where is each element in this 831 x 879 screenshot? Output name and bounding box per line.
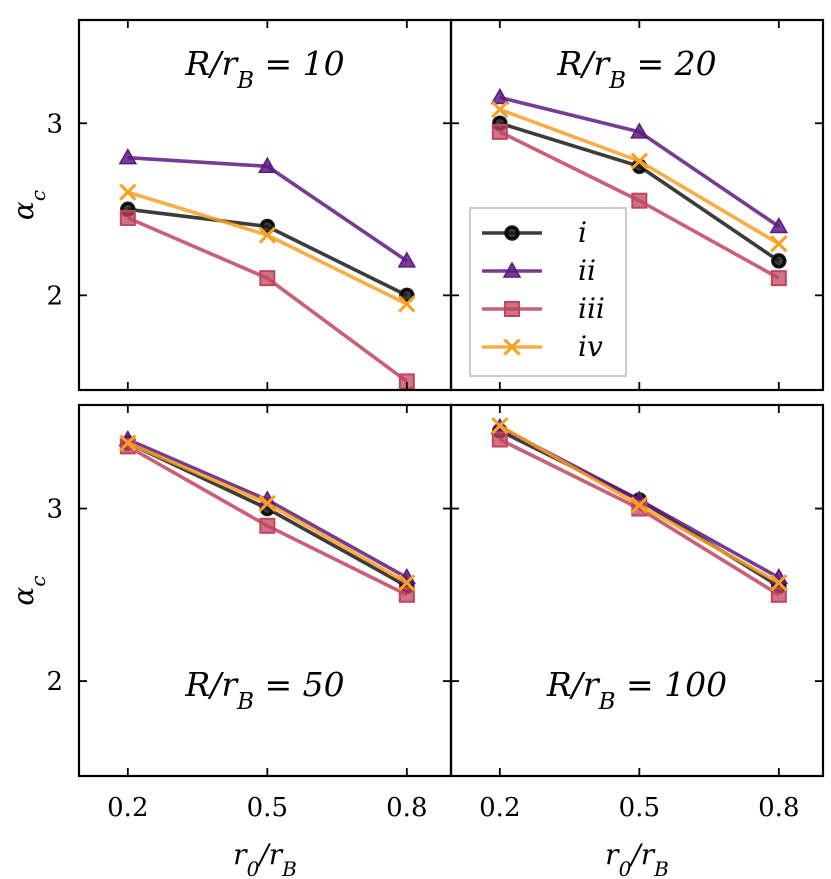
point-iv-1 (258, 494, 276, 512)
point-iv-2 (398, 295, 416, 313)
x-tick-label: 0.2 (479, 793, 520, 823)
panel-title: R/rB = 20 (556, 44, 716, 94)
point-ii-2 (769, 216, 789, 234)
point-i-1-ring (261, 220, 274, 233)
y-axis-label: αc (7, 190, 50, 220)
point-iv-2 (770, 574, 788, 592)
point-iv-0 (491, 100, 509, 119)
legend-marker-iv (503, 338, 521, 356)
y-tick-label: 3 (46, 495, 63, 525)
point-iv-0 (491, 417, 509, 435)
point-iv-1 (630, 496, 648, 514)
point-iii-2 (398, 586, 415, 603)
x-tick-label: 0.5 (247, 793, 288, 823)
point-iii-1 (259, 270, 276, 287)
panel-3: R/rB = 50 2 3 αc 0.2 0.5 0.8 r0/rB (7, 403, 453, 879)
point-ii-2 (397, 251, 417, 268)
point-ii-1 (258, 156, 277, 174)
legend-label-i: i (578, 216, 587, 249)
y-tick-label: 2 (46, 281, 63, 311)
panel-title: R/rB = 50 (184, 665, 344, 715)
point-ii-0 (118, 148, 138, 165)
point-iii-2 (770, 586, 787, 603)
panel-4: R/rB = 100 0.2 0.5 0.8 r0/rB (449, 403, 825, 879)
legend-marker-iii (504, 301, 520, 317)
point-iii-0 (119, 209, 136, 226)
panel-frame (449, 18, 825, 392)
legend-label-iv: iv (578, 330, 603, 363)
point-ii-0 (490, 87, 510, 105)
point-iii-0 (491, 431, 508, 448)
panel-title: R/rB = 10 (184, 44, 344, 94)
panel-1: R/rB = 10 2 3 αc (7, 18, 453, 392)
panel-1-series (118, 148, 417, 390)
series-line-ii (127, 155, 408, 263)
series-line-iii (499, 437, 780, 597)
point-iii-1 (259, 517, 276, 534)
point-iv-0 (119, 434, 137, 452)
point-iv-0 (119, 183, 137, 201)
panel-4-series (490, 417, 789, 603)
y-axis-label: αc (7, 575, 50, 605)
legend-label-iii: iii (578, 292, 605, 325)
x-axis-label: r0/rB (605, 838, 669, 879)
point-i-2-ring (772, 254, 785, 267)
point-iv-1 (258, 226, 276, 244)
panel-title: R/rB = 100 (546, 665, 727, 715)
legend-label-ii: ii (578, 254, 596, 287)
point-iii-0 (491, 123, 508, 140)
legend-marker-ii (502, 261, 522, 278)
point-iv-2 (770, 235, 788, 253)
series-line-iii (127, 216, 408, 383)
point-iv-2 (398, 574, 416, 592)
x-axis-label: r0/rB (233, 838, 297, 879)
x-tick-label: 0.8 (386, 793, 427, 823)
panel-2: R/rB = 20 (449, 18, 825, 392)
y-tick-label: 3 (46, 109, 63, 139)
point-iv-1 (630, 152, 648, 170)
point-iii-1 (631, 192, 648, 209)
x-tick-label: 0.5 (619, 793, 660, 823)
panel-frame (449, 403, 825, 778)
point-i-2-ring (400, 289, 413, 302)
point-iii-2 (770, 270, 787, 287)
y-tick-label: 2 (46, 667, 63, 697)
panel-2-series (490, 87, 789, 287)
point-ii-1 (630, 122, 649, 139)
x-tick-label: 0.8 (758, 793, 799, 823)
panel-3-series (118, 429, 417, 603)
legend-marker-i-ring (505, 227, 518, 240)
x-tick-label: 0.2 (107, 793, 148, 823)
series-line-iv (127, 190, 408, 306)
